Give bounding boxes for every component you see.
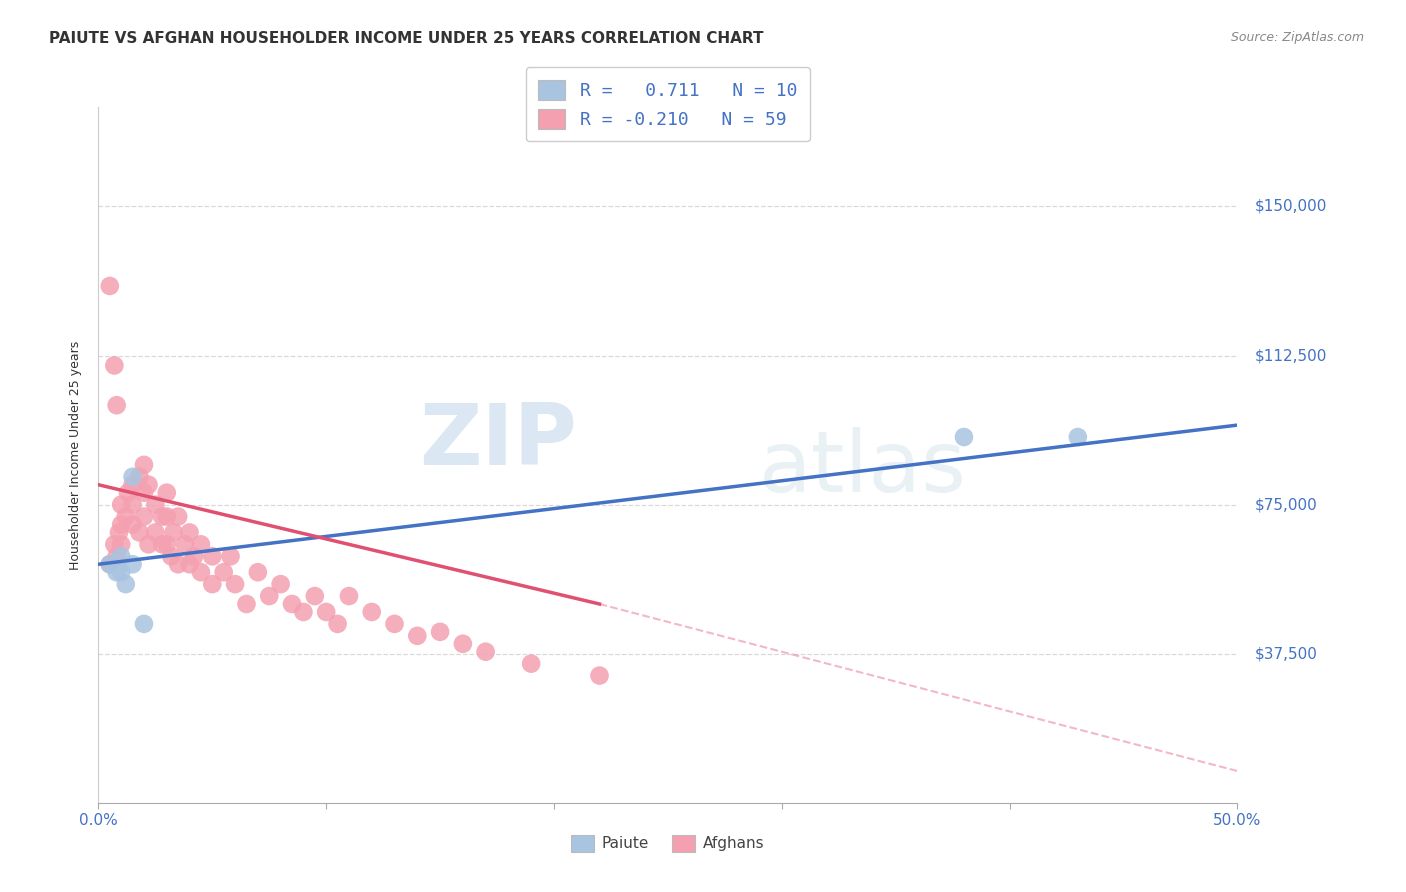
Point <box>281 597 304 611</box>
Point <box>150 537 173 551</box>
Point <box>219 549 242 564</box>
Point <box>110 537 132 551</box>
Point <box>128 525 150 540</box>
Point <box>105 398 128 412</box>
Point <box>360 605 382 619</box>
Text: $75,000: $75,000 <box>1254 497 1317 512</box>
Point <box>108 525 131 540</box>
Point <box>145 525 167 540</box>
Point <box>224 577 246 591</box>
Point <box>121 558 143 572</box>
Point <box>167 509 190 524</box>
Point <box>315 605 337 619</box>
Point <box>384 616 406 631</box>
Point <box>110 517 132 532</box>
Point <box>121 470 143 484</box>
Point <box>451 637 474 651</box>
Text: Source: ZipAtlas.com: Source: ZipAtlas.com <box>1230 31 1364 45</box>
Text: PAIUTE VS AFGHAN HOUSEHOLDER INCOME UNDER 25 YEARS CORRELATION CHART: PAIUTE VS AFGHAN HOUSEHOLDER INCOME UNDE… <box>49 31 763 46</box>
Point <box>429 624 451 639</box>
Point <box>190 565 212 579</box>
Point <box>103 359 125 373</box>
Point <box>117 485 139 500</box>
Text: $37,500: $37,500 <box>1254 646 1317 661</box>
Point <box>132 509 155 524</box>
Point <box>138 477 160 491</box>
Point <box>156 485 179 500</box>
Point <box>114 577 136 591</box>
Text: ZIP: ZIP <box>419 400 576 483</box>
Point <box>105 549 128 564</box>
Point <box>121 477 143 491</box>
Point <box>179 525 201 540</box>
Point <box>103 537 125 551</box>
Point <box>270 577 292 591</box>
Point <box>132 616 155 631</box>
Point <box>474 645 496 659</box>
Point <box>292 605 315 619</box>
Point <box>160 549 183 564</box>
Point <box>337 589 360 603</box>
Point <box>235 597 257 611</box>
Point <box>150 509 173 524</box>
Point <box>105 565 128 579</box>
Point <box>190 537 212 551</box>
Point <box>156 537 179 551</box>
Point <box>304 589 326 603</box>
Point <box>588 668 610 682</box>
Point <box>121 498 143 512</box>
Point <box>201 549 224 564</box>
Point <box>259 589 281 603</box>
Point <box>246 565 269 579</box>
Point <box>167 558 190 572</box>
Legend: Paiute, Afghans: Paiute, Afghans <box>565 829 770 858</box>
Text: atlas: atlas <box>759 427 967 510</box>
Point <box>110 549 132 564</box>
Text: $150,000: $150,000 <box>1254 199 1327 214</box>
Point <box>138 537 160 551</box>
Point <box>162 525 184 540</box>
Point <box>179 558 201 572</box>
Text: $112,500: $112,500 <box>1254 348 1327 363</box>
Point <box>406 629 429 643</box>
Point <box>110 498 132 512</box>
Point <box>212 565 235 579</box>
Point <box>520 657 543 671</box>
Point <box>110 565 132 579</box>
Point <box>98 558 121 572</box>
Point <box>326 616 349 631</box>
Point <box>98 558 121 572</box>
Point <box>114 509 136 524</box>
Point <box>145 498 167 512</box>
Point <box>156 509 179 524</box>
Point <box>183 549 205 564</box>
Point <box>121 517 143 532</box>
Point <box>953 430 976 444</box>
Point <box>201 577 224 591</box>
Point <box>1067 430 1090 444</box>
Point <box>132 485 155 500</box>
Point <box>174 537 197 551</box>
Point <box>132 458 155 472</box>
Point <box>98 279 121 293</box>
Point <box>128 470 150 484</box>
Y-axis label: Householder Income Under 25 years: Householder Income Under 25 years <box>69 340 83 570</box>
